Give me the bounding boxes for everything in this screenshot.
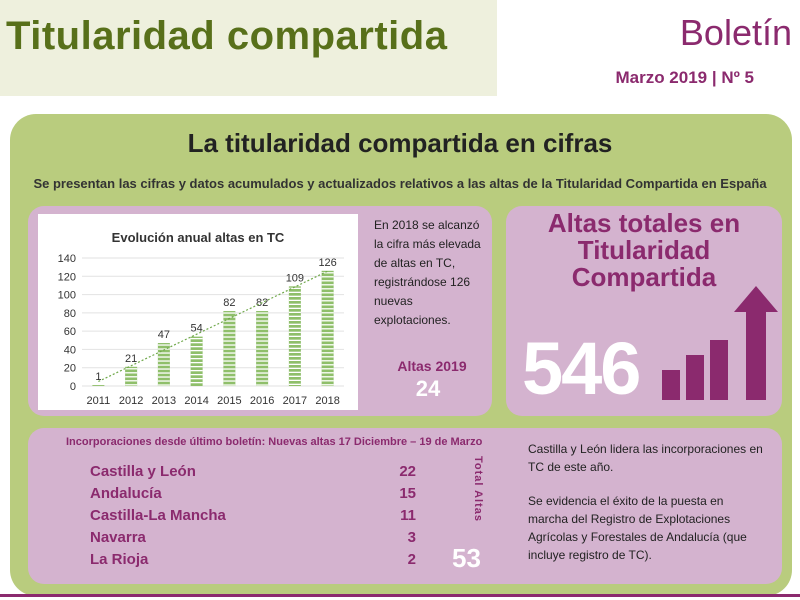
total-altas-label: Total Altas xyxy=(472,456,484,523)
total-number: 546 xyxy=(522,327,641,410)
x-tick-label: 2012 xyxy=(119,395,143,407)
chart-trendline xyxy=(98,270,328,383)
altas-2019-value: 24 xyxy=(415,376,441,401)
growth-bars-icon xyxy=(662,340,728,400)
footer-line xyxy=(0,594,800,597)
header-band xyxy=(0,0,497,96)
x-tick-label: 2011 xyxy=(87,395,111,407)
chart-x-ticks: 2011 2012 2013 2014 2015 2016 2017 2018 xyxy=(87,395,340,407)
x-tick-label: 2014 xyxy=(184,395,208,407)
bar xyxy=(190,336,203,386)
data-label: 82 xyxy=(223,297,235,309)
region-value: 2 xyxy=(407,551,416,568)
region-value: 11 xyxy=(400,507,416,524)
annual-altas-chart: Evolución anual altas en TC 0 20 40 60 80 100… xyxy=(58,230,344,407)
data-label: 109 xyxy=(286,272,304,284)
total-title: Altas totales en Titularidad Compartida xyxy=(547,208,741,292)
region-name: Castilla-La Mancha xyxy=(90,507,226,524)
y-tick-label: 0 xyxy=(70,381,76,393)
chart-y-ticks: 0 20 40 60 80 100 120 140 xyxy=(58,253,76,393)
data-label: 47 xyxy=(158,329,170,341)
y-tick-label: 60 xyxy=(64,326,76,338)
bar xyxy=(92,385,105,386)
newsletter-title: Titularidad compartida xyxy=(6,14,448,58)
data-label: 54 xyxy=(191,323,203,335)
region-value: 3 xyxy=(407,529,416,546)
x-tick-label: 2018 xyxy=(315,395,339,407)
y-tick-label: 40 xyxy=(64,344,76,356)
chart-note: En 2018 se alcanzó la cifra más elevada … xyxy=(374,218,481,327)
region-name: Castilla y León xyxy=(90,463,196,480)
data-label: 1 xyxy=(95,371,101,383)
region-name: Andalucía xyxy=(90,485,162,502)
growth-arrow-icon xyxy=(662,286,778,400)
data-label: 126 xyxy=(318,257,336,269)
y-tick-label: 80 xyxy=(64,308,76,320)
region-name: Navarra xyxy=(90,529,146,546)
x-tick-label: 2017 xyxy=(283,395,307,407)
x-tick-label: 2013 xyxy=(152,395,176,407)
growth-bar xyxy=(662,370,680,400)
y-tick-label: 120 xyxy=(58,271,76,283)
incorporations-box xyxy=(28,428,782,584)
x-tick-label: 2015 xyxy=(217,395,241,407)
side-paragraph-1: Castilla y León lidera las incorporacion… xyxy=(528,442,763,474)
growth-bar xyxy=(686,355,704,400)
y-tick-label: 140 xyxy=(58,253,76,265)
region-value: 15 xyxy=(399,485,416,502)
side-paragraph-2: Se evidencia el éxito de la puesta en ma… xyxy=(528,494,747,562)
boletin-label: Boletín xyxy=(679,12,792,53)
data-label: 21 xyxy=(125,353,137,365)
x-tick-label: 2016 xyxy=(250,395,274,407)
chart-bars xyxy=(92,270,334,386)
altas-2019-label: Altas 2019 xyxy=(397,358,467,374)
total-altas-value: 53 xyxy=(452,543,481,573)
section-subtitle: Se presentan las cifras y datos acumulad… xyxy=(33,176,767,191)
incorporations-heading: Incorporaciones desde último boletín: Nu… xyxy=(66,436,483,448)
up-arrow-icon xyxy=(734,286,778,400)
chart-data-labels: 12147548282109126 xyxy=(95,257,336,383)
region-value: 22 xyxy=(399,463,416,480)
chart-title: Evolución anual altas en TC xyxy=(112,230,285,245)
region-name: La Rioja xyxy=(90,551,149,568)
y-tick-label: 20 xyxy=(64,363,76,375)
growth-bar xyxy=(710,340,728,400)
chart-gridlines xyxy=(82,257,344,387)
issue-date: Marzo 2019 | Nº 5 xyxy=(615,68,754,87)
section-title: La titularidad compartida en cifras xyxy=(187,128,613,158)
y-tick-label: 100 xyxy=(58,290,76,302)
